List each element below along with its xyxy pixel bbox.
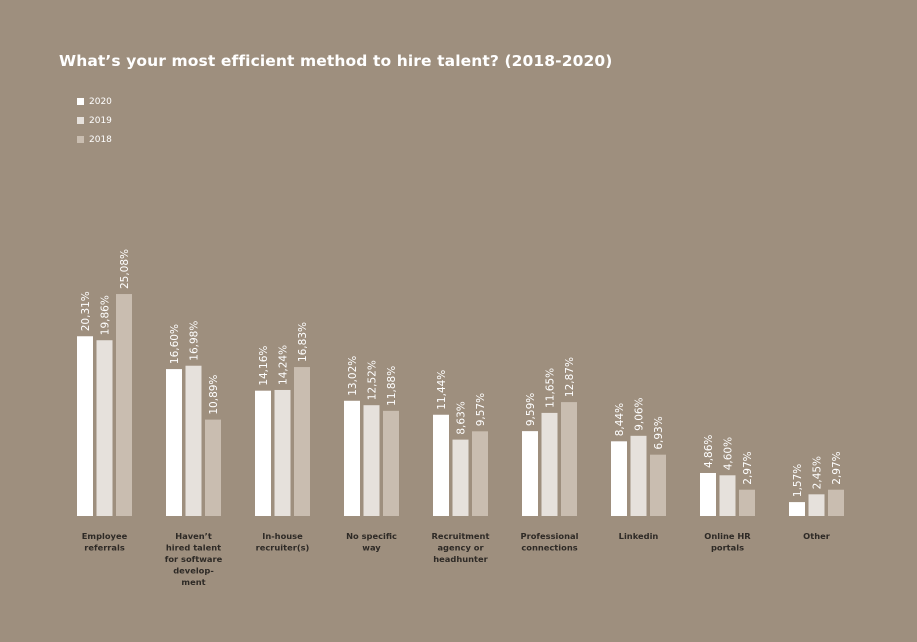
legend-label-2020: 2020 <box>89 96 112 107</box>
bar-2018-1 <box>205 419 221 516</box>
value-label-2020-3: 13,02% <box>347 356 359 396</box>
category-label-6: Linkedin <box>619 531 659 541</box>
category-label-line: Recruitment <box>432 531 490 541</box>
bar-2018-2 <box>294 367 310 516</box>
bar-2018-5 <box>561 402 577 516</box>
chart-title: What’s your most efficient method to hir… <box>59 52 613 70</box>
value-label-2020-8: 1,57% <box>792 464 804 497</box>
category-label-line: Haven’t <box>175 531 212 541</box>
category-label-line: way <box>362 543 381 553</box>
bar-2020-4 <box>433 414 449 516</box>
value-label-2019-1: 16,98% <box>189 321 201 361</box>
bar-2018-7 <box>739 489 755 516</box>
category-label-8: Other <box>803 531 831 541</box>
value-label-2019-6: 9,06% <box>634 397 646 430</box>
category-label-7: Online HR portals <box>704 531 751 553</box>
value-label-2018-2: 16,83% <box>297 322 309 362</box>
legend-item-2020: 2020 <box>77 92 112 111</box>
bar-2020-7 <box>700 472 716 516</box>
legend-swatch-2018 <box>77 136 84 143</box>
category-label-line: for software <box>165 554 223 564</box>
bar-2019-3 <box>363 405 380 516</box>
category-label-line: Professional <box>521 531 579 541</box>
bar-2018-8 <box>828 489 844 516</box>
category-label-line: agency or <box>437 543 484 553</box>
bar-2019-4 <box>452 439 469 516</box>
category-label-line: headhunter <box>433 554 488 564</box>
value-label-2018-3: 11,88% <box>386 366 398 406</box>
category-label-line: Other <box>803 531 831 541</box>
bar-2020-5 <box>522 431 538 516</box>
bar-2019-8 <box>808 494 825 516</box>
bar-2020-0 <box>77 336 93 516</box>
value-label-2020-6: 8,44% <box>614 403 626 436</box>
bar-2019-1 <box>185 365 202 516</box>
legend-item-2019: 2019 <box>77 111 112 130</box>
value-label-2020-5: 9,59% <box>525 393 537 426</box>
value-label-2020-4: 11,44% <box>436 370 448 410</box>
bar-2018-0 <box>116 294 132 516</box>
bar-2020-1 <box>166 369 182 516</box>
value-label-2018-7: 2,97% <box>742 451 754 484</box>
bar-2019-2 <box>274 389 291 516</box>
value-label-2020-7: 4,86% <box>703 435 715 468</box>
value-label-2019-8: 2,45% <box>812 456 824 489</box>
category-label-3: No specific way <box>346 531 397 553</box>
category-label-line: referrals <box>84 543 125 553</box>
legend-swatch-2020 <box>77 98 84 105</box>
value-label-2018-6: 6,93% <box>653 416 665 449</box>
legend: 2020 2019 2018 <box>77 92 112 149</box>
bar-2020-8 <box>789 502 805 516</box>
value-label-2019-2: 14,24% <box>278 345 290 385</box>
category-label-1: Haven’t hired talent for software develop-m… <box>165 531 223 587</box>
value-label-2018-0: 25,08% <box>119 249 131 289</box>
value-label-2019-4: 8,63% <box>456 401 468 434</box>
legend-item-2018: 2018 <box>77 130 112 149</box>
category-label-line: In-house <box>262 531 303 541</box>
category-label-line: No specific <box>346 531 397 541</box>
bar-2019-7 <box>719 475 736 516</box>
category-label-line: connections <box>521 543 577 553</box>
value-label-2020-2: 14,16% <box>258 346 270 386</box>
value-label-2019-7: 4,60% <box>723 437 735 470</box>
bar-2018-3 <box>383 410 399 516</box>
legend-label-2019: 2019 <box>89 115 112 126</box>
category-label-line: portals <box>711 543 744 553</box>
value-label-2018-1: 10,89% <box>208 375 220 415</box>
value-label-2020-0: 20,31% <box>80 291 92 331</box>
value-label-2018-5: 12,87% <box>564 357 576 397</box>
category-label-4: Recruitment agency or headhunter <box>432 531 490 564</box>
bar-2020-3 <box>344 400 360 516</box>
category-label-5: Professional connections <box>521 531 579 553</box>
legend-label-2018: 2018 <box>89 134 112 145</box>
category-label-line: Linkedin <box>619 531 659 541</box>
category-label-0: Employee referrals <box>82 531 128 553</box>
bar-2020-2 <box>255 390 271 516</box>
bar-2018-6 <box>650 454 666 516</box>
bar-2020-6 <box>611 441 627 516</box>
bar-2019-5 <box>541 412 558 516</box>
legend-swatch-2019 <box>77 117 84 124</box>
category-label-line: hired talent <box>166 543 221 553</box>
category-label-2: In-house recruiter(s) <box>256 531 310 553</box>
value-label-2019-0: 19,86% <box>100 295 112 335</box>
bar-2018-4 <box>472 431 488 516</box>
value-label-2018-8: 2,97% <box>831 451 843 484</box>
bar-2019-6 <box>630 435 647 516</box>
category-label-line: develop- <box>173 566 214 576</box>
category-label-line: recruiter(s) <box>256 543 310 553</box>
category-label-line: ment <box>181 577 205 587</box>
bar-2019-0 <box>96 340 113 516</box>
category-label-line: Online HR <box>704 531 751 541</box>
category-label-line: Employee <box>82 531 128 541</box>
value-label-2020-1: 16,60% <box>169 324 181 364</box>
value-label-2019-3: 12,52% <box>367 360 379 400</box>
value-label-2019-5: 11,65% <box>545 368 557 408</box>
value-label-2018-4: 9,57% <box>475 393 487 426</box>
